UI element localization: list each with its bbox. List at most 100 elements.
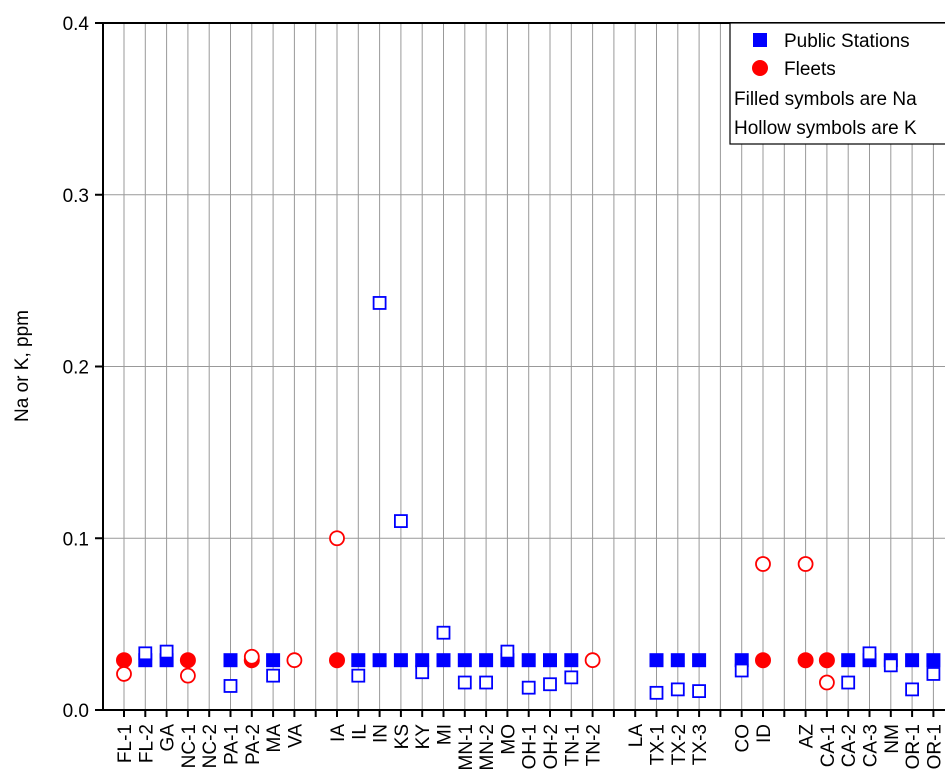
x-tick-label: TX-1 xyxy=(648,724,669,765)
x-tick-label: MN-2 xyxy=(477,724,498,770)
marker xyxy=(436,625,451,640)
marker xyxy=(372,296,387,310)
marker xyxy=(159,644,174,659)
marker xyxy=(436,653,451,668)
x-tick-label: MN-1 xyxy=(456,724,477,770)
legend-label: Public Stations xyxy=(784,31,910,52)
marker xyxy=(649,685,664,700)
marker xyxy=(926,653,941,668)
y-tick-label: 0.2 xyxy=(63,358,89,379)
marker xyxy=(116,652,132,669)
marker xyxy=(266,653,281,668)
marker xyxy=(223,679,238,693)
legend-note: Hollow symbols are K xyxy=(734,118,917,139)
marker xyxy=(351,668,366,683)
legend-marker xyxy=(752,60,768,76)
x-tick-label: IN xyxy=(371,724,392,743)
x-tick-label: MI xyxy=(435,724,456,745)
x-tick-label: FL-1 xyxy=(115,724,136,763)
marker xyxy=(415,653,430,668)
y-axis-label: Na or K, ppm xyxy=(12,310,33,422)
marker xyxy=(841,675,856,690)
legend-label: Fleets xyxy=(784,59,836,80)
marker xyxy=(500,644,515,659)
marker xyxy=(841,653,856,668)
x-tick-label: NC-1 xyxy=(179,724,200,768)
marker xyxy=(393,514,408,528)
x-tick-label: OR-1 xyxy=(903,724,924,769)
marker xyxy=(819,674,835,691)
marker xyxy=(564,670,579,685)
marker xyxy=(692,684,706,699)
x-tick-label: ID xyxy=(754,724,775,743)
marker xyxy=(266,668,281,683)
marker xyxy=(479,675,494,690)
marker xyxy=(926,667,941,681)
marker xyxy=(393,653,408,668)
marker xyxy=(649,653,664,668)
legend-marker xyxy=(753,33,767,47)
marker xyxy=(670,653,685,668)
marker xyxy=(797,556,814,572)
x-tick-label: OH-2 xyxy=(541,724,562,769)
marker xyxy=(243,648,260,665)
marker xyxy=(179,667,196,684)
y-tick-label: 0.3 xyxy=(63,186,89,207)
marker xyxy=(692,653,707,668)
marker xyxy=(584,652,601,669)
marker xyxy=(479,653,494,668)
x-tick-label: MO xyxy=(498,724,519,755)
marker xyxy=(223,653,238,668)
marker xyxy=(862,646,877,661)
x-tick-label: IL xyxy=(349,724,370,740)
x-tick-label: OH-1 xyxy=(520,724,541,769)
marker xyxy=(521,680,536,695)
x-tick-label: LA xyxy=(626,724,647,748)
marker xyxy=(670,682,685,697)
x-tick-label: NC-2 xyxy=(200,724,221,768)
x-tick-label: IA xyxy=(328,724,349,742)
marker xyxy=(415,665,430,680)
marker xyxy=(286,652,303,669)
x-tick-label: MA xyxy=(264,724,285,753)
y-tick-label: 0.4 xyxy=(63,14,90,35)
x-tick-label: TX-3 xyxy=(690,724,711,765)
x-tick-label: PA-2 xyxy=(243,724,264,765)
x-tick-label: VA xyxy=(285,724,306,748)
marker xyxy=(521,653,536,668)
x-tick-label: TN-2 xyxy=(584,724,605,766)
x-tick-label: KS xyxy=(392,724,413,749)
x-tick-label: NM xyxy=(882,724,903,754)
marker xyxy=(755,652,771,669)
x-tick-label: CO xyxy=(733,724,754,753)
marker xyxy=(818,652,835,669)
marker xyxy=(564,653,579,668)
marker xyxy=(543,653,557,668)
x-tick-label: GA xyxy=(158,724,179,752)
marker xyxy=(883,658,898,673)
x-tick-label: CA-1 xyxy=(818,724,839,767)
marker xyxy=(372,653,387,668)
marker xyxy=(905,653,920,668)
y-tick-label: 0.1 xyxy=(63,529,89,550)
x-tick-label: CA-3 xyxy=(861,724,882,767)
marker xyxy=(351,653,366,668)
marker xyxy=(905,682,919,697)
marker xyxy=(329,530,345,547)
x-tick-label: CA-2 xyxy=(839,724,860,767)
marker xyxy=(543,677,557,692)
marker xyxy=(138,646,153,661)
x-tick-label: PA-1 xyxy=(222,724,243,765)
x-tick-label: OR-1 xyxy=(924,724,945,769)
marker xyxy=(797,652,814,669)
marker xyxy=(329,652,345,669)
marker xyxy=(457,653,472,668)
y-tick-label: 0.0 xyxy=(63,701,89,722)
legend-note: Filled symbols are Na xyxy=(734,89,917,110)
x-tick-label: AZ xyxy=(797,724,818,749)
marker xyxy=(116,666,132,682)
x-tick-label: TN-1 xyxy=(562,724,583,766)
marker xyxy=(179,652,196,669)
marker xyxy=(457,675,472,690)
